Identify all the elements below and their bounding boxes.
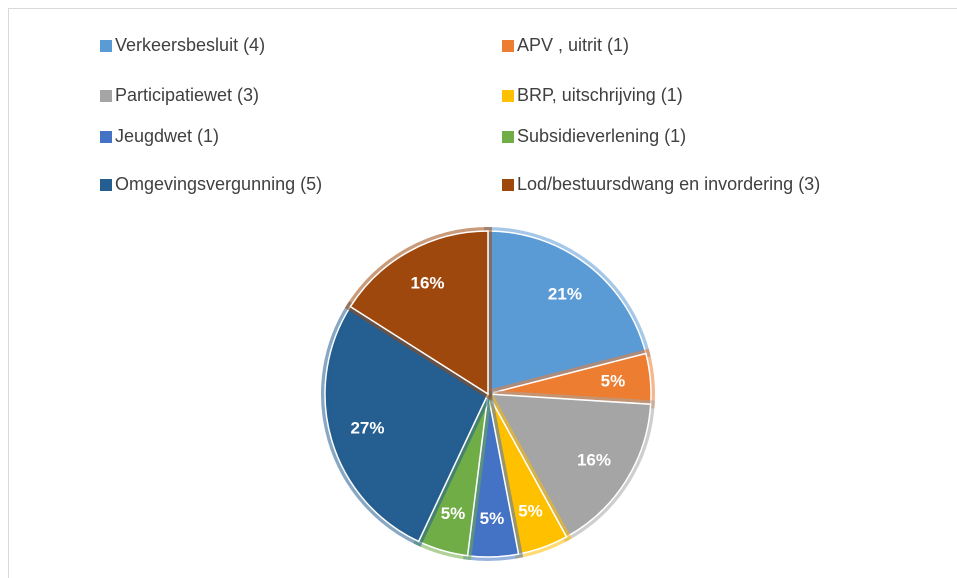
data-label: 16%: [411, 273, 445, 292]
legend-swatch: [502, 40, 514, 52]
legend-swatch: [502, 179, 514, 191]
legend-swatch: [502, 90, 514, 102]
data-label: 5%: [518, 502, 543, 521]
data-label: 21%: [548, 284, 582, 303]
slice-border: [487, 230, 647, 395]
legend-label: Jeugdwet (1): [115, 126, 219, 146]
legend-label: Participatiewet (3): [115, 85, 259, 105]
legend-swatch: [100, 90, 112, 102]
legend-swatch: [100, 179, 112, 191]
legend-label: APV , uitrit (1): [517, 35, 629, 55]
slice-border: [349, 230, 489, 396]
data-label: 5%: [601, 372, 626, 391]
data-label: 5%: [480, 509, 505, 528]
data-label: 5%: [441, 504, 466, 523]
legend-swatch: [100, 40, 112, 52]
legend-label: Omgevingsvergunning (5): [115, 174, 322, 194]
data-label: 27%: [350, 419, 384, 438]
legend-label: BRP, uitschrijving (1): [517, 85, 683, 105]
legend-label: Verkeersbesluit (4): [115, 35, 265, 55]
data-label: 16%: [577, 451, 611, 470]
legend-label: Lod/bestuursdwang en invordering (3): [517, 174, 820, 194]
legend-swatch: [502, 131, 514, 143]
slice-border: [486, 393, 652, 538]
legend-swatch: [100, 131, 112, 143]
legend-label: Subsidieverlening (1): [517, 126, 686, 146]
slice-border: [324, 305, 489, 543]
